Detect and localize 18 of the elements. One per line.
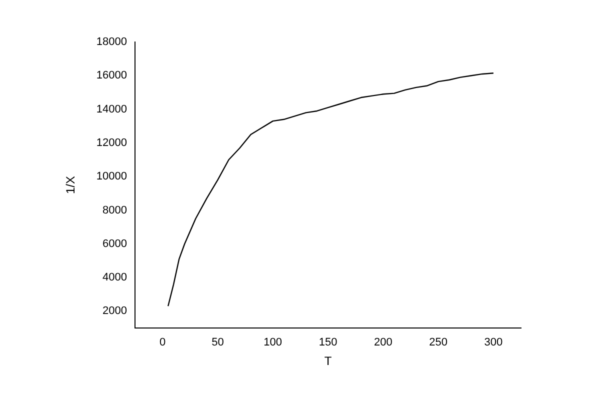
x-tick-label: 0	[160, 336, 166, 349]
y-tick-label: 14000	[96, 103, 127, 116]
y-tick-label: 12000	[96, 136, 127, 149]
y-tick-label: 8000	[102, 204, 127, 216]
x-tick-label: 250	[429, 336, 448, 349]
x-tick-label: 50	[212, 336, 224, 349]
y-tick-label: 2000	[102, 305, 127, 318]
y-tick-label: 16000	[96, 70, 127, 82]
y-tick-label: 4000	[102, 272, 127, 284]
x-tick-label: 150	[318, 336, 338, 349]
x-tick-label: 300	[484, 336, 503, 349]
y-axis-title: 1/X	[64, 176, 78, 194]
y-tick-label: 18000	[96, 36, 127, 48]
y-tick-label: 6000	[102, 238, 127, 250]
x-tick-label: 200	[374, 336, 392, 349]
y-tick-label: 10000	[96, 170, 127, 183]
x-axis-title: T	[324, 354, 332, 368]
x-tick-label: 100	[264, 336, 282, 349]
